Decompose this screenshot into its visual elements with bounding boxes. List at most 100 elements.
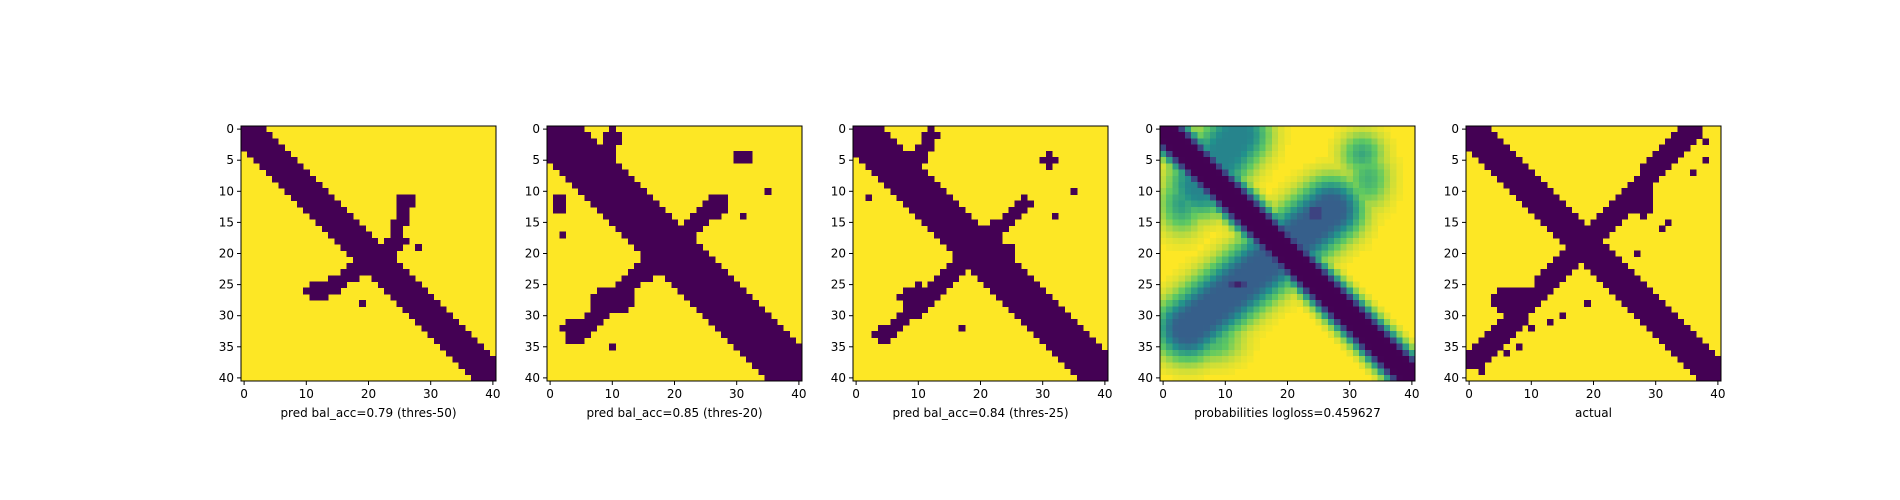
heatmap-cell	[1203, 150, 1211, 158]
heatmap-cell	[1640, 169, 1647, 177]
heatmap-cell	[983, 225, 991, 233]
heatmap-cell	[977, 237, 985, 245]
heatmap-cell	[1396, 349, 1403, 357]
heatmap-cell	[1209, 269, 1217, 276]
heatmap-cell	[253, 157, 261, 164]
heatmap-cell	[315, 213, 323, 220]
heatmap-cell	[921, 293, 929, 301]
heatmap-cell	[1478, 337, 1486, 345]
heatmap-cell	[1008, 219, 1016, 226]
heatmap-cell	[1052, 318, 1059, 326]
heatmap-cell	[1340, 194, 1347, 202]
heatmap-cell	[1172, 219, 1180, 226]
heatmap-cell	[964, 256, 972, 264]
heatmap-cell	[584, 325, 591, 332]
heatmap-cell	[1621, 275, 1629, 282]
heatmap-cell	[727, 325, 734, 332]
heatmap-cell	[927, 126, 935, 133]
heatmap-cell	[1540, 269, 1548, 276]
heatmap-cell	[1222, 181, 1229, 189]
heatmap-cell	[609, 144, 616, 152]
heatmap-cell	[1271, 213, 1279, 220]
heatmap-cell	[1689, 343, 1697, 351]
heatmap-cell	[1172, 349, 1180, 357]
heatmap-cell	[940, 194, 947, 202]
heatmap-cell	[1383, 325, 1391, 332]
heatmap-cell	[602, 150, 610, 158]
heatmap-cell	[1271, 225, 1279, 233]
heatmap-cell	[1234, 250, 1242, 258]
heatmap-cell	[853, 138, 860, 146]
heatmap-cell	[1234, 349, 1242, 357]
heatmap-cell	[1284, 287, 1292, 295]
heatmap-cell	[1191, 256, 1198, 264]
heatmap-cell	[1160, 138, 1167, 146]
heatmap-cell	[1340, 343, 1347, 351]
heatmap-cell	[1466, 144, 1473, 152]
heatmap-cell	[559, 325, 567, 332]
heatmap-cell	[1509, 181, 1517, 189]
heatmap-cell	[1346, 331, 1354, 338]
heatmap-cell	[1209, 287, 1217, 295]
heatmap-cell	[896, 194, 904, 202]
heatmap-cell	[696, 300, 703, 307]
heatmap-cell	[615, 300, 623, 307]
heatmap-cell	[1247, 181, 1254, 189]
y-tick-label: 5	[1145, 153, 1153, 167]
heatmap-cell	[1215, 318, 1223, 326]
heatmap-cell	[1166, 343, 1173, 351]
heatmap-cell	[1565, 244, 1573, 251]
x-tick-label: 20	[667, 387, 682, 401]
heatmap-cell	[1621, 262, 1629, 270]
heatmap-cell	[578, 181, 585, 189]
heatmap-cell	[1546, 200, 1554, 208]
heatmap-cell	[758, 318, 766, 326]
heatmap-cell	[402, 219, 410, 226]
heatmap-cell	[859, 157, 866, 164]
heatmap-cell	[1658, 325, 1666, 332]
x-tick-label: 0	[240, 387, 248, 401]
heatmap-cell	[714, 194, 722, 202]
heatmap-cell	[1365, 368, 1372, 376]
heatmap-cell	[415, 312, 422, 320]
heatmap-cell	[896, 181, 904, 189]
heatmap-cell	[1070, 343, 1078, 351]
heatmap-cell	[971, 237, 978, 245]
heatmap-cell	[1222, 169, 1229, 177]
heatmap-cell	[1184, 244, 1192, 251]
heatmap-cell	[1615, 275, 1622, 282]
heatmap-cell	[665, 269, 672, 276]
heatmap-cell	[1377, 175, 1385, 183]
heatmap-cell	[1371, 325, 1379, 332]
heatmap-cell	[1178, 287, 1186, 295]
heatmap-cell	[1253, 206, 1260, 214]
heatmap-cell	[1240, 144, 1248, 152]
heatmap-cell	[1346, 200, 1354, 208]
heatmap-cell	[1383, 356, 1391, 363]
heatmap-cell	[952, 244, 960, 251]
heatmap-cell	[1197, 256, 1204, 264]
heatmap-cell	[1215, 312, 1223, 320]
heatmap-cell	[296, 200, 304, 208]
heatmap-cell	[1296, 269, 1304, 276]
heatmap-cell	[1296, 231, 1304, 239]
heatmap-cell	[1359, 169, 1366, 177]
heatmap-cell	[1160, 219, 1167, 226]
heatmap-cell	[1396, 181, 1403, 189]
heatmap-cell	[1076, 337, 1084, 345]
heatmap-cell	[346, 219, 354, 226]
heatmap-cell	[1309, 262, 1316, 270]
heatmap-cell	[578, 126, 585, 133]
heatmap-cell	[1559, 206, 1566, 214]
heatmap-cell	[553, 132, 560, 139]
heatmap-cell	[1234, 175, 1242, 183]
heatmap-cell	[1052, 337, 1059, 345]
heatmap-cell	[1240, 231, 1248, 239]
heatmap-cell	[1008, 213, 1016, 220]
heatmap-cell	[1265, 163, 1273, 170]
heatmap-cell	[1240, 200, 1248, 208]
heatmap-cell	[1172, 132, 1180, 139]
heatmap-cell	[571, 150, 579, 158]
heatmap-cell	[890, 181, 897, 189]
